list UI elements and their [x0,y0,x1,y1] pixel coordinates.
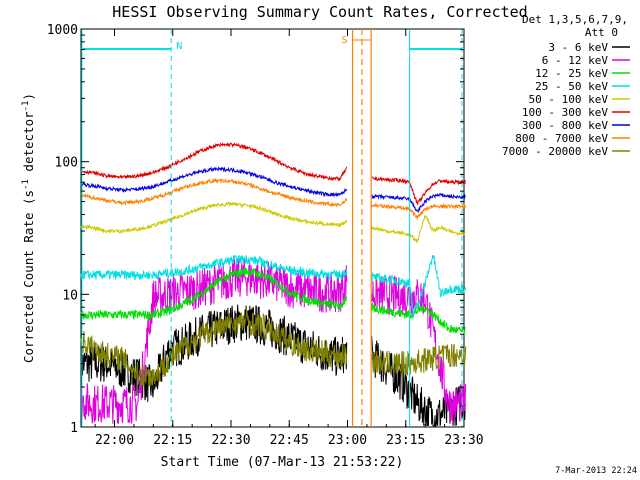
y-tick-label: 10 [62,288,78,303]
legend-title-1: Det 1,3,5,6,7,9, [522,13,628,26]
x-tick-label: 23:15 [386,433,425,448]
y-tick-label: 1000 [47,23,78,38]
chart-title: HESSI Observing Summary Count Rates, Cor… [112,3,527,21]
series-line-6-a [80,141,348,182]
ylabel-main: Corrected Count Rate (s [21,190,36,363]
series-line-8-a [81,177,348,208]
series-line-3-a [80,267,348,321]
series-line-4-a [80,254,348,281]
legend-label: 800 - 7000 keV [515,132,608,145]
ylabel-sup2: -1 [21,101,31,112]
orbit-markers: NS [81,29,464,427]
legend-label: 300 - 800 keV [522,119,608,132]
y-axis-ticks: 1 10 100 1000 [47,23,464,436]
legend-label: 50 - 100 keV [529,93,609,106]
x-axis-label: Start Time (07-Mar-13 21:53:22) [161,455,404,470]
y-tick-label: 1 [70,421,78,436]
x-tick-label: 23:30 [444,433,483,448]
marker-n-label: N [176,41,182,52]
y-tick-label: 100 [55,156,78,171]
x-tick-label: 22:30 [211,433,250,448]
x-tick-label: 23:00 [328,433,367,448]
x-axis-ticks: 22:00 22:15 22:30 22:45 23:00 23:15 23:30 [94,29,484,448]
footer-date: 7-Mar-2013 22:24 [555,466,637,476]
x-tick-label: 22:00 [95,433,134,448]
series-line-9-b [371,343,467,376]
plot-area [80,28,465,428]
series-line-9-a [80,309,348,388]
y-axis-label: Corrected Count Rate (s-1 detector-1) [21,93,36,363]
series-line-6-b [371,176,467,207]
series-line-7-a [80,166,348,198]
ylabel-end: ) [21,93,36,101]
x-tick-label: 22:45 [270,433,309,448]
ylabel-mid: detector [21,111,36,179]
series-line-4-b [371,254,467,318]
ylabel-sup1: -1 [21,179,31,190]
series-line-5-b [371,215,466,243]
series-line-3-b [371,301,467,335]
legend-label: 100 - 300 keV [522,106,608,119]
legend-label: 3 - 6 keV [548,41,608,54]
marker-s-label: S [342,35,348,46]
legend-title-2: Att 0 [585,26,618,39]
series-line-2-a [80,258,348,424]
series-line-7-b [371,192,466,214]
legend-label: 25 - 50 keV [535,80,608,93]
legend-label: 12 - 25 keV [535,67,608,80]
series-layer [80,141,467,427]
series-line-5-a [80,201,348,235]
legend-label: 6 - 12 keV [542,54,609,67]
x-tick-label: 22:15 [153,433,192,448]
series-line-8-b [371,202,467,221]
legend-label: 7000 - 20000 keV [502,145,608,158]
